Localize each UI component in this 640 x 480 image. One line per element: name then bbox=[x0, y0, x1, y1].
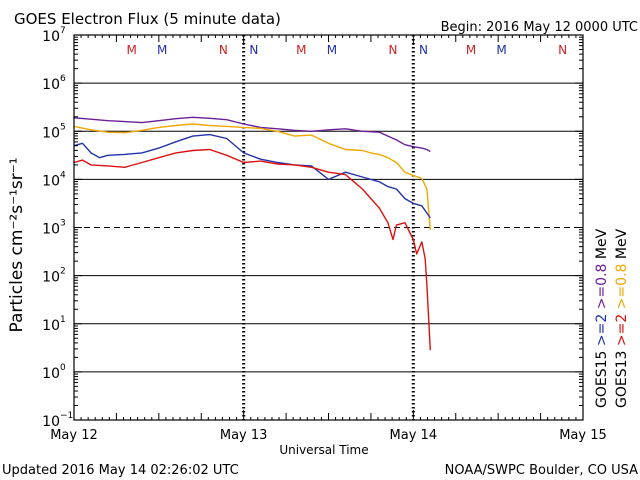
legend-text: MeV bbox=[594, 228, 610, 263]
y-tick-label: 10 bbox=[42, 222, 60, 238]
y-tick-exponent: 7 bbox=[60, 26, 66, 36]
y-tick-exponent: 3 bbox=[60, 219, 66, 229]
legend-text: >=2 bbox=[594, 314, 610, 351]
orbit-marker-label: N bbox=[219, 43, 228, 57]
legend-entry: GOES13 >=2 >=0.8 MeV bbox=[614, 228, 630, 408]
data-series-line bbox=[73, 133, 431, 219]
x-tick-label: May 14 bbox=[390, 428, 438, 443]
y-tick-label: 10 bbox=[42, 173, 60, 189]
y-tick-exponent: 5 bbox=[60, 122, 66, 132]
y-axis-label: Particles cm⁻²s⁻¹sr⁻¹ bbox=[7, 157, 27, 332]
data-series-line bbox=[73, 123, 431, 230]
legend-text: >=0.8 bbox=[594, 264, 610, 314]
data-series-line bbox=[73, 148, 431, 351]
y-tick-exponent: 2 bbox=[60, 267, 66, 277]
updated-timestamp: Updated 2016 May 14 02:26:02 UTC bbox=[2, 463, 239, 478]
y-tick-label: 10 bbox=[42, 414, 60, 430]
x-tick-label: May 12 bbox=[50, 428, 98, 443]
orbit-marker-label: M bbox=[496, 43, 506, 57]
orbit-marker-label: N bbox=[419, 43, 428, 57]
begin-time-label: Begin: 2016 May 12 0000 UTC bbox=[441, 20, 638, 35]
orbit-marker-label: M bbox=[466, 43, 476, 57]
chart-title: GOES Electron Flux (5 minute data) bbox=[14, 10, 281, 28]
y-tick-label: 10 bbox=[42, 270, 60, 286]
y-tick-label: 10 bbox=[42, 125, 60, 141]
legend-text: >=0.8 bbox=[614, 264, 630, 314]
legend-text: >=2 bbox=[614, 314, 630, 351]
orbit-marker-label: M bbox=[157, 43, 167, 57]
legend-text: GOES15 bbox=[594, 351, 610, 408]
y-tick-label: 10 bbox=[42, 366, 60, 382]
legend-entry: GOES15 >=2 >=0.8 MeV bbox=[594, 228, 610, 408]
orbit-marker-label: N bbox=[249, 43, 258, 57]
y-tick-exponent: 4 bbox=[60, 170, 66, 180]
legend-text: GOES13 bbox=[614, 351, 630, 408]
orbit-marker-label: M bbox=[327, 43, 337, 57]
y-tick-exponent: 0 bbox=[60, 363, 66, 373]
y-tick-label: 10 bbox=[42, 318, 60, 334]
y-tick-label: 10 bbox=[42, 77, 60, 93]
orbit-marker-label: N bbox=[558, 43, 567, 57]
y-tick-label: 10 bbox=[42, 29, 60, 45]
data-source-credit: NOAA/SWPC Boulder, CO USA bbox=[445, 463, 638, 478]
y-tick-exponent: 6 bbox=[60, 74, 66, 84]
legend-text: MeV bbox=[614, 228, 630, 263]
x-tick-label: May 13 bbox=[220, 428, 268, 443]
y-tick-exponent: −1 bbox=[60, 411, 73, 421]
data-series-line bbox=[73, 116, 431, 153]
x-tick-label: May 15 bbox=[559, 428, 607, 443]
orbit-marker-label: M bbox=[127, 43, 137, 57]
orbit-marker-label: M bbox=[296, 43, 306, 57]
x-axis-label: Universal Time bbox=[279, 443, 368, 457]
orbit-marker-label: N bbox=[388, 43, 397, 57]
y-tick-exponent: 1 bbox=[60, 315, 66, 325]
